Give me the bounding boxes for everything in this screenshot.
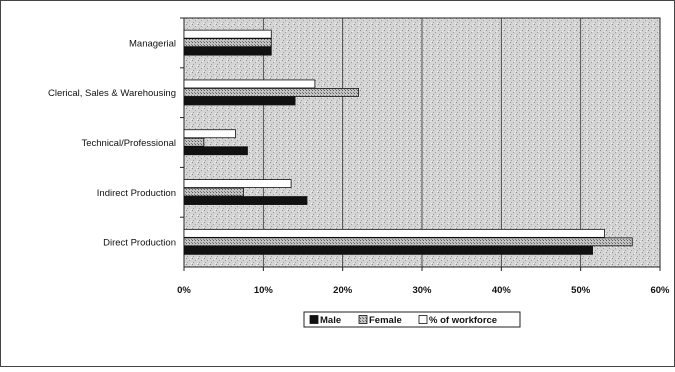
x-tick-label: 0% xyxy=(177,285,191,296)
legend-label: Male xyxy=(320,315,341,326)
category-label: Technical/Professional xyxy=(81,138,176,149)
bar-of-workforce xyxy=(183,228,605,238)
gridlines xyxy=(183,18,661,271)
legend: Male Female % of workforce xyxy=(303,311,521,328)
legend-label: Female xyxy=(369,315,402,326)
bar-male xyxy=(183,245,593,255)
legend-box xyxy=(303,311,521,328)
bar-of-workforce xyxy=(183,29,272,39)
category-label: Managerial xyxy=(129,38,176,49)
x-tick-label: 20% xyxy=(333,285,353,296)
bar-male xyxy=(183,46,272,56)
bars xyxy=(180,17,633,255)
bar-male xyxy=(183,96,296,106)
bar-female xyxy=(183,88,359,97)
x-tick-label: 10% xyxy=(254,285,274,296)
category-label: Clerical, Sales & Warehousing xyxy=(48,88,176,99)
category-labels: Managerial Clerical, Sales & Warehousing T… xyxy=(48,38,176,248)
bar-female xyxy=(183,237,633,247)
x-tick-label: 50% xyxy=(571,285,591,296)
x-tick-label: 60% xyxy=(650,285,670,296)
category-label: Direct Production xyxy=(103,238,176,249)
x-tick-label: 40% xyxy=(492,285,512,296)
legend-label: % of workforce xyxy=(429,315,497,326)
bar-male xyxy=(183,146,248,156)
bar-female xyxy=(183,137,205,147)
legend-swatch xyxy=(418,315,428,324)
category-label: Indirect Production xyxy=(97,188,176,199)
bar-of-workforce xyxy=(183,129,236,139)
x-tick-label: 30% xyxy=(412,285,432,296)
bar-female xyxy=(183,38,272,48)
legend-swatch xyxy=(358,315,368,324)
bar-of-workforce xyxy=(183,79,316,89)
x-tick-labels: 0% 10% 20% 30% 40% 50% 60% xyxy=(177,285,670,296)
bar-of-workforce xyxy=(183,179,292,188)
bar-male xyxy=(183,196,308,205)
bar-female xyxy=(183,187,244,197)
legend-swatch xyxy=(309,315,319,324)
